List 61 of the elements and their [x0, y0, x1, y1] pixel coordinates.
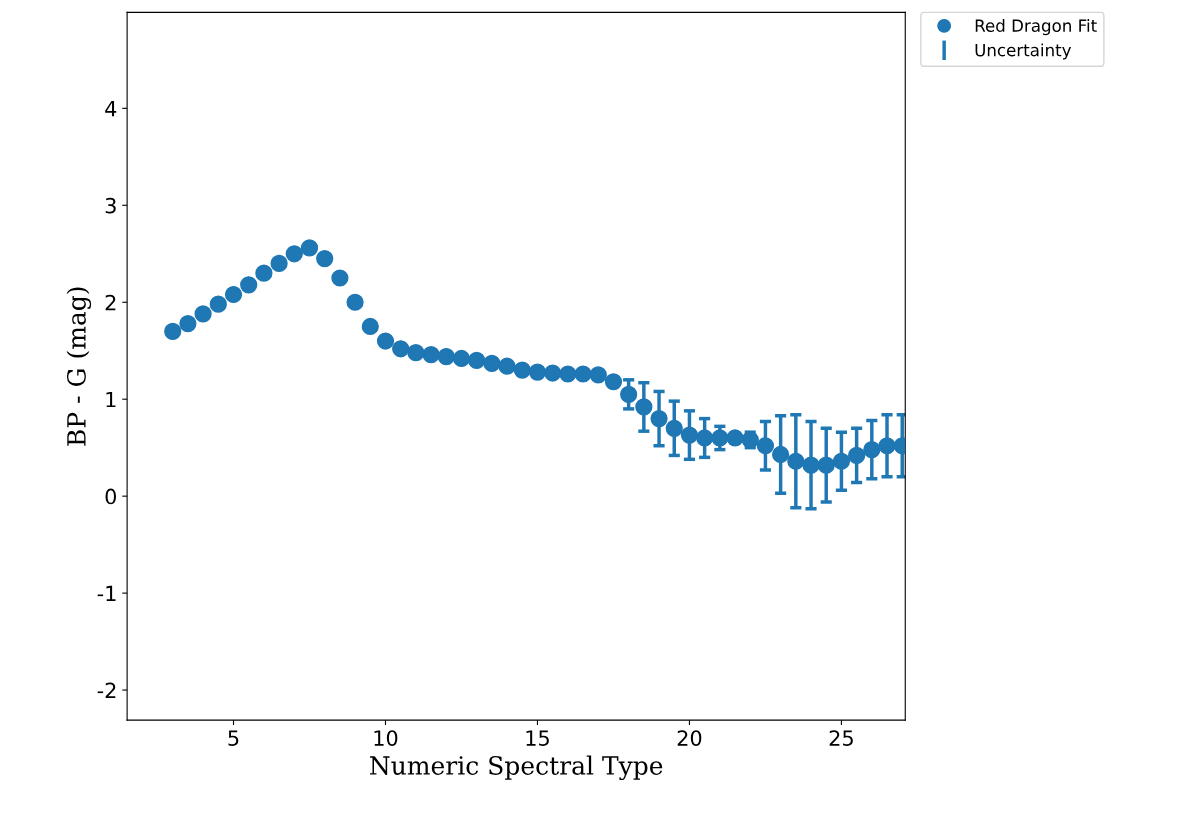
point: [878, 437, 896, 455]
y-tick-label: 1: [106, 391, 116, 408]
y-tick-label: 0: [105, 488, 117, 505]
point: [635, 398, 653, 416]
x-axis-title: Numeric Spectral Type: [370, 755, 663, 781]
point: [240, 276, 258, 294]
point: [589, 366, 607, 384]
y-tick-label: -1: [97, 585, 116, 602]
y-tick-label: 2: [105, 294, 116, 311]
point: [544, 364, 562, 382]
point: [331, 269, 349, 287]
point: [574, 365, 592, 383]
x-tick-label: 15: [526, 730, 549, 746]
x-tick-label: 5: [228, 730, 239, 746]
point: [270, 254, 288, 273]
point: [665, 419, 683, 437]
point: [194, 305, 212, 323]
point: [817, 456, 835, 474]
y-tick-label: 4: [105, 101, 117, 117]
point: [787, 452, 805, 470]
y-axis-title: BP - G (mag): [66, 287, 92, 446]
point: [316, 250, 334, 268]
point: [285, 245, 303, 263]
point: [848, 446, 866, 465]
y-tick-label: -2: [97, 682, 116, 698]
point: [513, 361, 531, 379]
point: [164, 322, 182, 340]
y-tick-label: 3: [105, 197, 116, 214]
point: [559, 365, 577, 383]
point: [452, 349, 471, 368]
point: [680, 426, 699, 444]
legend-label: Red Dragon Fit: [975, 19, 1097, 36]
point: [300, 239, 319, 257]
point: [422, 345, 440, 364]
text: Uncertainty: [975, 43, 1072, 60]
point: [832, 452, 851, 470]
point: [468, 351, 486, 370]
point: [224, 285, 243, 304]
point: [650, 409, 668, 428]
point: [209, 295, 227, 313]
point: [620, 385, 638, 403]
point: [696, 429, 714, 447]
point: [376, 332, 395, 350]
point: [498, 357, 516, 375]
point: [361, 317, 379, 336]
point: [528, 363, 547, 381]
point: [483, 354, 501, 372]
point: [179, 314, 197, 333]
point: [863, 441, 881, 459]
x-tick-label: 10: [374, 730, 398, 746]
point: [255, 264, 273, 282]
x-tick-label: 20: [677, 730, 702, 746]
point: [756, 437, 775, 455]
point: [407, 344, 425, 362]
point: [437, 347, 455, 366]
point: [392, 340, 410, 358]
point: [711, 429, 729, 447]
x-tick-label: 25: [829, 730, 853, 746]
point: [802, 456, 820, 474]
point: [346, 293, 364, 311]
point: [772, 445, 790, 464]
